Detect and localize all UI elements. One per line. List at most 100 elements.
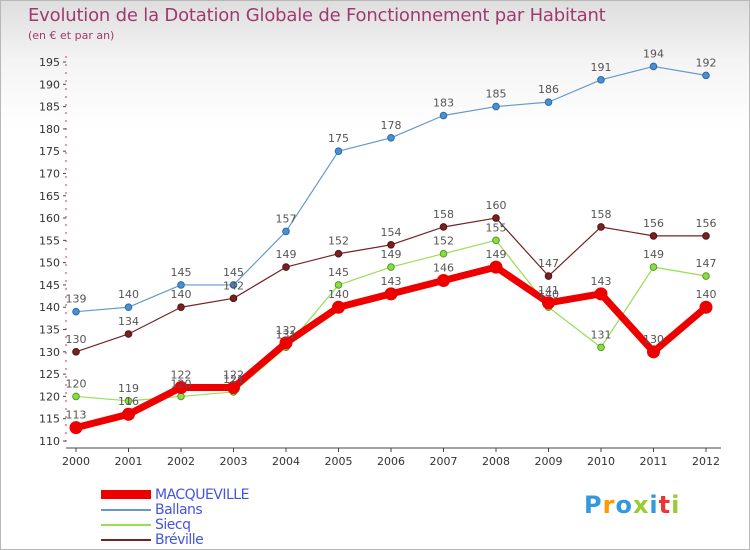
data-label-breville: 149 xyxy=(276,248,297,261)
x-tick-label: 2001 xyxy=(115,455,143,468)
data-label-breville: 158 xyxy=(591,208,612,221)
x-tick-label: 2011 xyxy=(640,455,668,468)
data-point-ballans[interactable] xyxy=(177,281,185,289)
data-point-macqueville[interactable] xyxy=(594,287,608,301)
data-point-siecq[interactable] xyxy=(177,392,185,401)
data-point-siecq[interactable] xyxy=(702,272,710,280)
x-tick-label: 2005 xyxy=(325,455,353,468)
data-point-macqueville[interactable] xyxy=(174,380,188,394)
data-point-breville[interactable] xyxy=(439,223,448,231)
data-point-macqueville[interactable] xyxy=(384,287,398,301)
data-point-ballans[interactable] xyxy=(544,98,553,106)
data-point-ballans[interactable] xyxy=(229,281,238,289)
data-label-ballans: 186 xyxy=(538,83,559,96)
y-tick-label: 180 xyxy=(39,123,60,136)
data-point-ballans[interactable] xyxy=(387,134,395,142)
x-tick-label: 2006 xyxy=(377,455,405,468)
legend-swatch-siecq xyxy=(101,523,151,526)
legend-item-macqueville[interactable]: MACQUEVILLE xyxy=(101,486,249,503)
x-tick-label: 2002 xyxy=(167,455,195,468)
data-point-breville[interactable] xyxy=(492,214,500,222)
data-point-siecq[interactable] xyxy=(124,397,133,405)
data-label-macqueville: 122 xyxy=(171,368,192,381)
data-label-breville: 130 xyxy=(66,333,87,346)
data-point-ballans[interactable] xyxy=(649,62,658,71)
logo-letter: P xyxy=(584,491,603,519)
data-point-breville[interactable] xyxy=(177,303,185,312)
data-point-ballans[interactable] xyxy=(72,307,80,316)
data-point-macqueville[interactable] xyxy=(69,421,83,435)
data-point-ballans[interactable] xyxy=(282,227,290,236)
data-point-breville[interactable] xyxy=(387,241,395,249)
data-label-breville: 140 xyxy=(171,288,192,301)
data-label-ballans: 140 xyxy=(118,288,139,301)
data-point-macqueville[interactable] xyxy=(279,336,293,350)
data-label-ballans: 191 xyxy=(591,61,612,74)
data-label-macqueville: 130 xyxy=(643,333,664,346)
legend-label-macqueville: MACQUEVILLE xyxy=(155,486,249,503)
data-point-ballans[interactable] xyxy=(492,102,500,111)
logo-letter: r xyxy=(602,491,616,519)
data-point-macqueville[interactable] xyxy=(542,296,555,310)
x-tick-label: 2003 xyxy=(220,455,248,468)
data-point-breville[interactable] xyxy=(702,232,710,240)
data-point-siecq[interactable] xyxy=(72,392,80,401)
data-point-breville[interactable] xyxy=(544,272,553,280)
data-point-macqueville[interactable] xyxy=(227,380,240,394)
data-point-ballans[interactable] xyxy=(597,76,605,84)
data-point-siecq[interactable] xyxy=(387,263,395,271)
data-point-macqueville[interactable] xyxy=(489,260,503,274)
data-point-breville[interactable] xyxy=(597,223,605,231)
data-point-siecq[interactable] xyxy=(439,249,448,258)
data-label-siecq: 140 xyxy=(538,288,559,301)
data-point-siecq[interactable] xyxy=(334,281,343,289)
data-point-macqueville[interactable] xyxy=(647,345,660,359)
data-point-breville[interactable] xyxy=(334,249,343,258)
data-label-breville: 156 xyxy=(696,217,717,230)
data-point-breville[interactable] xyxy=(282,263,290,271)
data-point-breville[interactable] xyxy=(72,348,80,356)
data-point-breville[interactable] xyxy=(229,294,238,303)
data-label-breville: 154 xyxy=(381,226,402,239)
data-point-macqueville[interactable] xyxy=(122,407,135,421)
data-label-siecq: 149 xyxy=(643,248,664,261)
data-point-ballans[interactable] xyxy=(439,111,448,120)
data-label-breville: 156 xyxy=(643,217,664,230)
data-point-siecq[interactable] xyxy=(649,263,658,271)
data-point-siecq[interactable] xyxy=(492,236,500,245)
data-label-breville: 134 xyxy=(118,315,139,328)
data-point-macqueville[interactable] xyxy=(332,300,345,314)
data-point-ballans[interactable] xyxy=(124,303,133,312)
legend-item-breville[interactable]: Bréville xyxy=(101,532,204,548)
data-label-macqueville: 116 xyxy=(118,395,139,408)
data-point-macqueville[interactable] xyxy=(437,273,450,287)
data-label-ballans: 178 xyxy=(381,119,402,132)
data-label-macqueville: 113 xyxy=(66,409,87,422)
y-tick-label: 170 xyxy=(39,167,60,180)
series-breville xyxy=(72,214,710,356)
logo-letter: i xyxy=(649,491,659,519)
logo-letter: x xyxy=(632,491,650,519)
data-point-ballans[interactable] xyxy=(702,71,710,80)
logo-letter: o xyxy=(615,491,633,519)
data-label-macqueville: 149 xyxy=(486,248,507,261)
data-label-ballans: 194 xyxy=(643,47,664,60)
legend-item-siecq[interactable]: Siecq xyxy=(101,517,191,533)
data-label-ballans: 183 xyxy=(433,97,454,110)
data-label-siecq: 120 xyxy=(171,377,192,390)
data-point-ballans[interactable] xyxy=(334,147,343,155)
y-tick-label: 125 xyxy=(39,368,60,381)
data-point-breville[interactable] xyxy=(124,330,133,338)
series-macqueville xyxy=(69,260,713,435)
data-label-siecq: 152 xyxy=(433,235,454,248)
data-point-siecq[interactable] xyxy=(597,343,605,352)
y-tick-label: 195 xyxy=(39,56,60,69)
data-point-breville[interactable] xyxy=(649,232,658,240)
legend-item-ballans[interactable]: Ballans xyxy=(101,502,203,518)
data-point-macqueville[interactable] xyxy=(699,300,713,314)
data-label-ballans: 157 xyxy=(276,212,297,225)
y-tick-label: 175 xyxy=(39,145,60,158)
x-tick-label: 2008 xyxy=(482,455,510,468)
